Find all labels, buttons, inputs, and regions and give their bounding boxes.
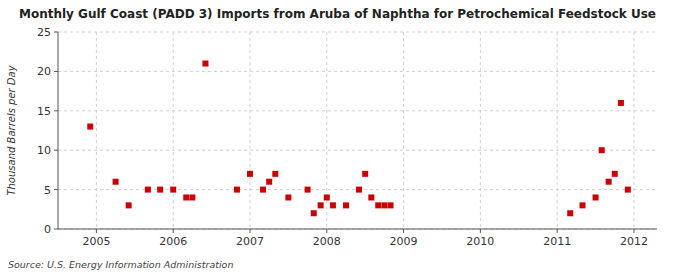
y-tick-label: 5 bbox=[44, 184, 51, 197]
x-grid-line bbox=[403, 32, 404, 229]
point bbox=[266, 179, 272, 185]
point bbox=[145, 187, 151, 193]
y-grid-line bbox=[58, 71, 657, 72]
point bbox=[285, 194, 291, 200]
point bbox=[318, 202, 324, 208]
point bbox=[234, 187, 240, 193]
grid bbox=[58, 32, 657, 229]
x-tick bbox=[249, 229, 250, 233]
point bbox=[368, 194, 374, 200]
x-tick bbox=[403, 229, 404, 233]
point bbox=[183, 194, 189, 200]
x-tick bbox=[557, 229, 558, 233]
x-tick-label: 2009 bbox=[390, 235, 418, 248]
y-tick bbox=[54, 71, 58, 72]
x-tick bbox=[633, 229, 634, 233]
point bbox=[362, 171, 368, 177]
x-tick-label: 2010 bbox=[466, 235, 494, 248]
x-grid-line bbox=[480, 32, 481, 229]
point bbox=[330, 202, 336, 208]
y-tick-label: 20 bbox=[37, 65, 51, 78]
point bbox=[388, 202, 394, 208]
y-axis-line bbox=[58, 32, 59, 229]
tick-labels: 2005 2006 2007 2008 2009 2010 2011 2012 0 5 10 15 20… bbox=[37, 26, 648, 248]
point bbox=[606, 179, 612, 185]
y-grid-line bbox=[58, 110, 657, 111]
point bbox=[356, 187, 362, 193]
point bbox=[324, 194, 330, 200]
y-tick-label: 15 bbox=[37, 105, 51, 118]
point bbox=[618, 100, 624, 106]
point bbox=[113, 179, 119, 185]
x-axis-line bbox=[58, 229, 657, 230]
title: Monthly Gulf Coast (PADD 3) Imports from… bbox=[19, 7, 656, 21]
point bbox=[87, 124, 93, 130]
x-tick-label: 2007 bbox=[236, 235, 264, 248]
y-tick bbox=[54, 32, 58, 33]
point bbox=[157, 187, 163, 193]
x-tick-label: 2012 bbox=[620, 235, 648, 248]
x-tick-label: 2011 bbox=[543, 235, 571, 248]
y-tick-label: 10 bbox=[37, 144, 51, 157]
point bbox=[625, 187, 631, 193]
chart: 2005 2006 2007 2008 2009 2010 2011 2012 0 5 10 15 20… bbox=[0, 0, 675, 275]
point bbox=[305, 187, 311, 193]
x-tick bbox=[173, 229, 174, 233]
x-tick-label: 2008 bbox=[313, 235, 341, 248]
x-tick bbox=[326, 229, 327, 233]
source-note: Source: U.S. Energy Information Administ… bbox=[8, 259, 233, 270]
x-grid-line bbox=[633, 32, 634, 229]
y-tick bbox=[54, 229, 58, 230]
y-grid-line bbox=[58, 229, 657, 230]
point bbox=[612, 171, 618, 177]
y-tick bbox=[54, 150, 58, 151]
y-axis-label: Thousand Barrels per Day bbox=[6, 64, 17, 195]
point bbox=[189, 194, 195, 200]
point bbox=[593, 194, 599, 200]
point bbox=[343, 202, 349, 208]
y-tick bbox=[54, 110, 58, 111]
y-tick-label: 0 bbox=[44, 223, 51, 236]
x-grid-line bbox=[96, 32, 97, 229]
points bbox=[87, 61, 631, 217]
point bbox=[170, 187, 176, 193]
y-tick-label: 25 bbox=[37, 26, 51, 39]
x-grid-line bbox=[249, 32, 250, 229]
point bbox=[247, 171, 253, 177]
x-grid-line bbox=[557, 32, 558, 229]
y-grid-line bbox=[58, 150, 657, 151]
point bbox=[126, 202, 132, 208]
point bbox=[202, 61, 208, 67]
x-tick-label: 2005 bbox=[82, 235, 110, 248]
x-tick bbox=[480, 229, 481, 233]
point bbox=[599, 147, 605, 153]
x-tick bbox=[96, 229, 97, 233]
point bbox=[260, 187, 266, 193]
point bbox=[381, 202, 387, 208]
y-tick bbox=[54, 189, 58, 190]
x-tick-label: 2006 bbox=[159, 235, 187, 248]
point bbox=[567, 210, 573, 216]
point bbox=[272, 171, 278, 177]
y-grid-line bbox=[58, 32, 657, 33]
point bbox=[580, 202, 586, 208]
point bbox=[311, 210, 317, 216]
point bbox=[375, 202, 381, 208]
x-grid-line bbox=[173, 32, 174, 229]
